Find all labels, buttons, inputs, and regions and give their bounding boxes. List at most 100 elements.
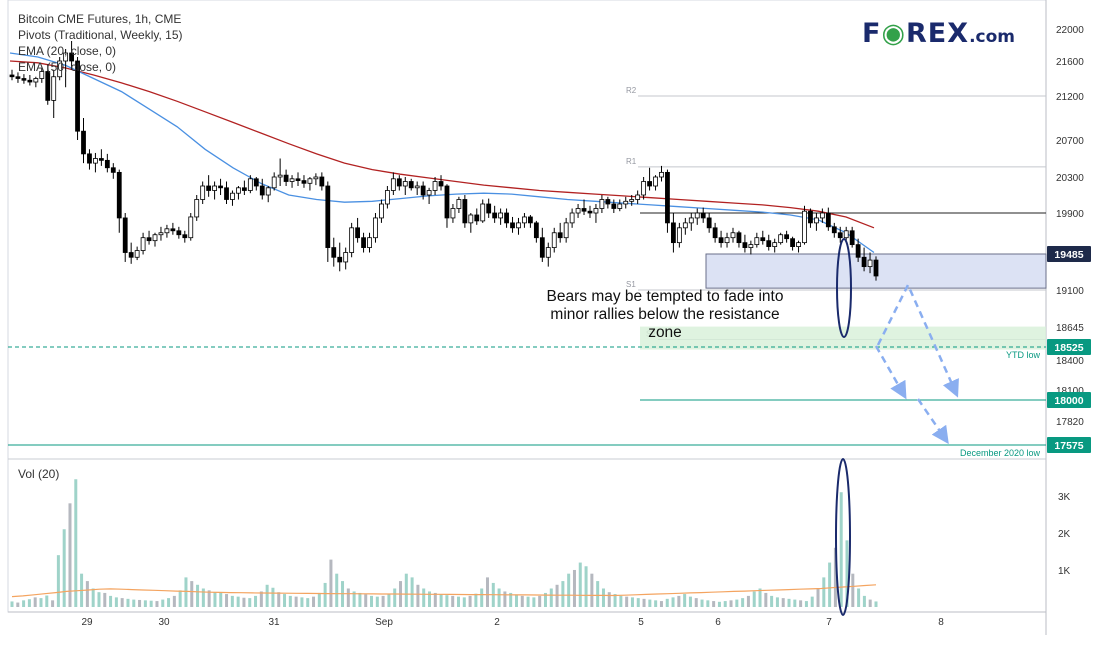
candle <box>694 208 700 225</box>
candle <box>486 198 492 218</box>
volume-bar <box>578 562 582 607</box>
volume-bar <box>625 596 629 607</box>
candle <box>480 199 486 223</box>
candle-body <box>742 242 748 248</box>
candle-body <box>712 227 718 239</box>
candle-body <box>486 203 492 214</box>
volume-bar <box>717 601 721 607</box>
volume-bar <box>567 573 571 607</box>
candle-body <box>259 185 265 196</box>
candle-body <box>438 181 444 187</box>
candle <box>754 232 760 248</box>
candle-body <box>659 171 664 178</box>
candle <box>283 169 289 186</box>
candle <box>182 230 188 243</box>
volume-bar <box>752 591 756 607</box>
candle-body <box>462 199 468 224</box>
candle-body <box>402 181 408 187</box>
volume-average-line <box>11 584 877 598</box>
candle-body <box>653 176 658 187</box>
candle-body <box>140 237 146 251</box>
candle <box>33 76 39 88</box>
candle <box>307 177 313 191</box>
volume-bar <box>729 600 733 607</box>
volume-bar <box>810 596 814 607</box>
candle <box>241 180 247 195</box>
volume-bar <box>39 598 43 607</box>
volume-bar <box>607 592 611 607</box>
candle <box>814 213 819 231</box>
candle <box>343 247 349 270</box>
candle <box>784 230 790 243</box>
candle-body <box>855 244 861 258</box>
candle-body <box>814 217 819 224</box>
candle-body <box>414 185 420 189</box>
candle <box>15 72 21 83</box>
candle-body <box>212 185 217 191</box>
volume-bar <box>590 573 594 607</box>
candle <box>158 226 164 241</box>
candle-body <box>93 158 98 164</box>
volume-bar <box>688 596 692 607</box>
candle <box>122 213 128 262</box>
candle <box>218 178 223 195</box>
candle <box>492 205 498 223</box>
volume-bar <box>91 588 95 607</box>
volume-bar <box>306 598 310 607</box>
volume-bar <box>45 595 49 607</box>
candle <box>349 222 355 258</box>
projection-arrow-0 <box>874 345 907 400</box>
candle <box>563 217 569 243</box>
candle <box>724 232 730 248</box>
projection-arrows <box>874 282 959 445</box>
candle-body <box>498 212 504 219</box>
pivot-label-r1: R1 <box>626 157 637 166</box>
volume-bar <box>601 588 605 607</box>
logo-o-icon: ◉ <box>881 18 907 49</box>
volume-bar <box>816 588 820 607</box>
volume-bar <box>225 594 229 607</box>
volume-tick-label: 1K <box>1058 566 1071 577</box>
candle <box>367 232 372 253</box>
candle-body <box>682 222 688 229</box>
volume-bar <box>456 596 460 607</box>
volume-bar <box>642 598 646 607</box>
candle <box>641 177 647 200</box>
price-tick-label: 21600 <box>1056 57 1084 68</box>
time-tick-label: 8 <box>938 617 944 628</box>
candle-body <box>831 226 837 234</box>
candle-body <box>480 203 486 222</box>
candle <box>766 234 772 251</box>
candlesticks <box>9 41 879 281</box>
volume-bar <box>143 600 147 607</box>
volume-bar <box>700 599 704 607</box>
candle-body <box>319 176 325 187</box>
candle <box>796 240 801 253</box>
price-tick-label: 19100 <box>1056 286 1084 297</box>
candle <box>593 204 599 223</box>
price-tick-label: 19900 <box>1056 209 1084 220</box>
candle-body <box>694 212 700 219</box>
candle <box>27 75 33 86</box>
candle <box>200 181 206 204</box>
volume-spike-ellipse <box>835 458 851 616</box>
candle-body <box>379 203 384 219</box>
candle <box>75 57 80 140</box>
candle-body <box>390 178 396 191</box>
volume-bar <box>114 597 118 607</box>
price-tick-label: 20300 <box>1056 173 1084 184</box>
candle-body <box>581 208 587 212</box>
chart-annotation: Bears may be tempted to fade into minor … <box>546 288 784 341</box>
candle <box>140 232 146 255</box>
volume-bar <box>352 591 356 607</box>
price-tags: 19485 18525 18000 17575 <box>1047 246 1091 453</box>
volume-bar <box>677 595 681 607</box>
candle-body <box>33 78 39 83</box>
candle <box>778 232 784 245</box>
volume-bar <box>462 597 466 607</box>
candle <box>843 226 849 241</box>
logo-letter-f: F <box>862 18 882 49</box>
volume-bar <box>381 595 385 607</box>
volume-bar <box>723 601 727 607</box>
candle-body <box>75 60 80 132</box>
